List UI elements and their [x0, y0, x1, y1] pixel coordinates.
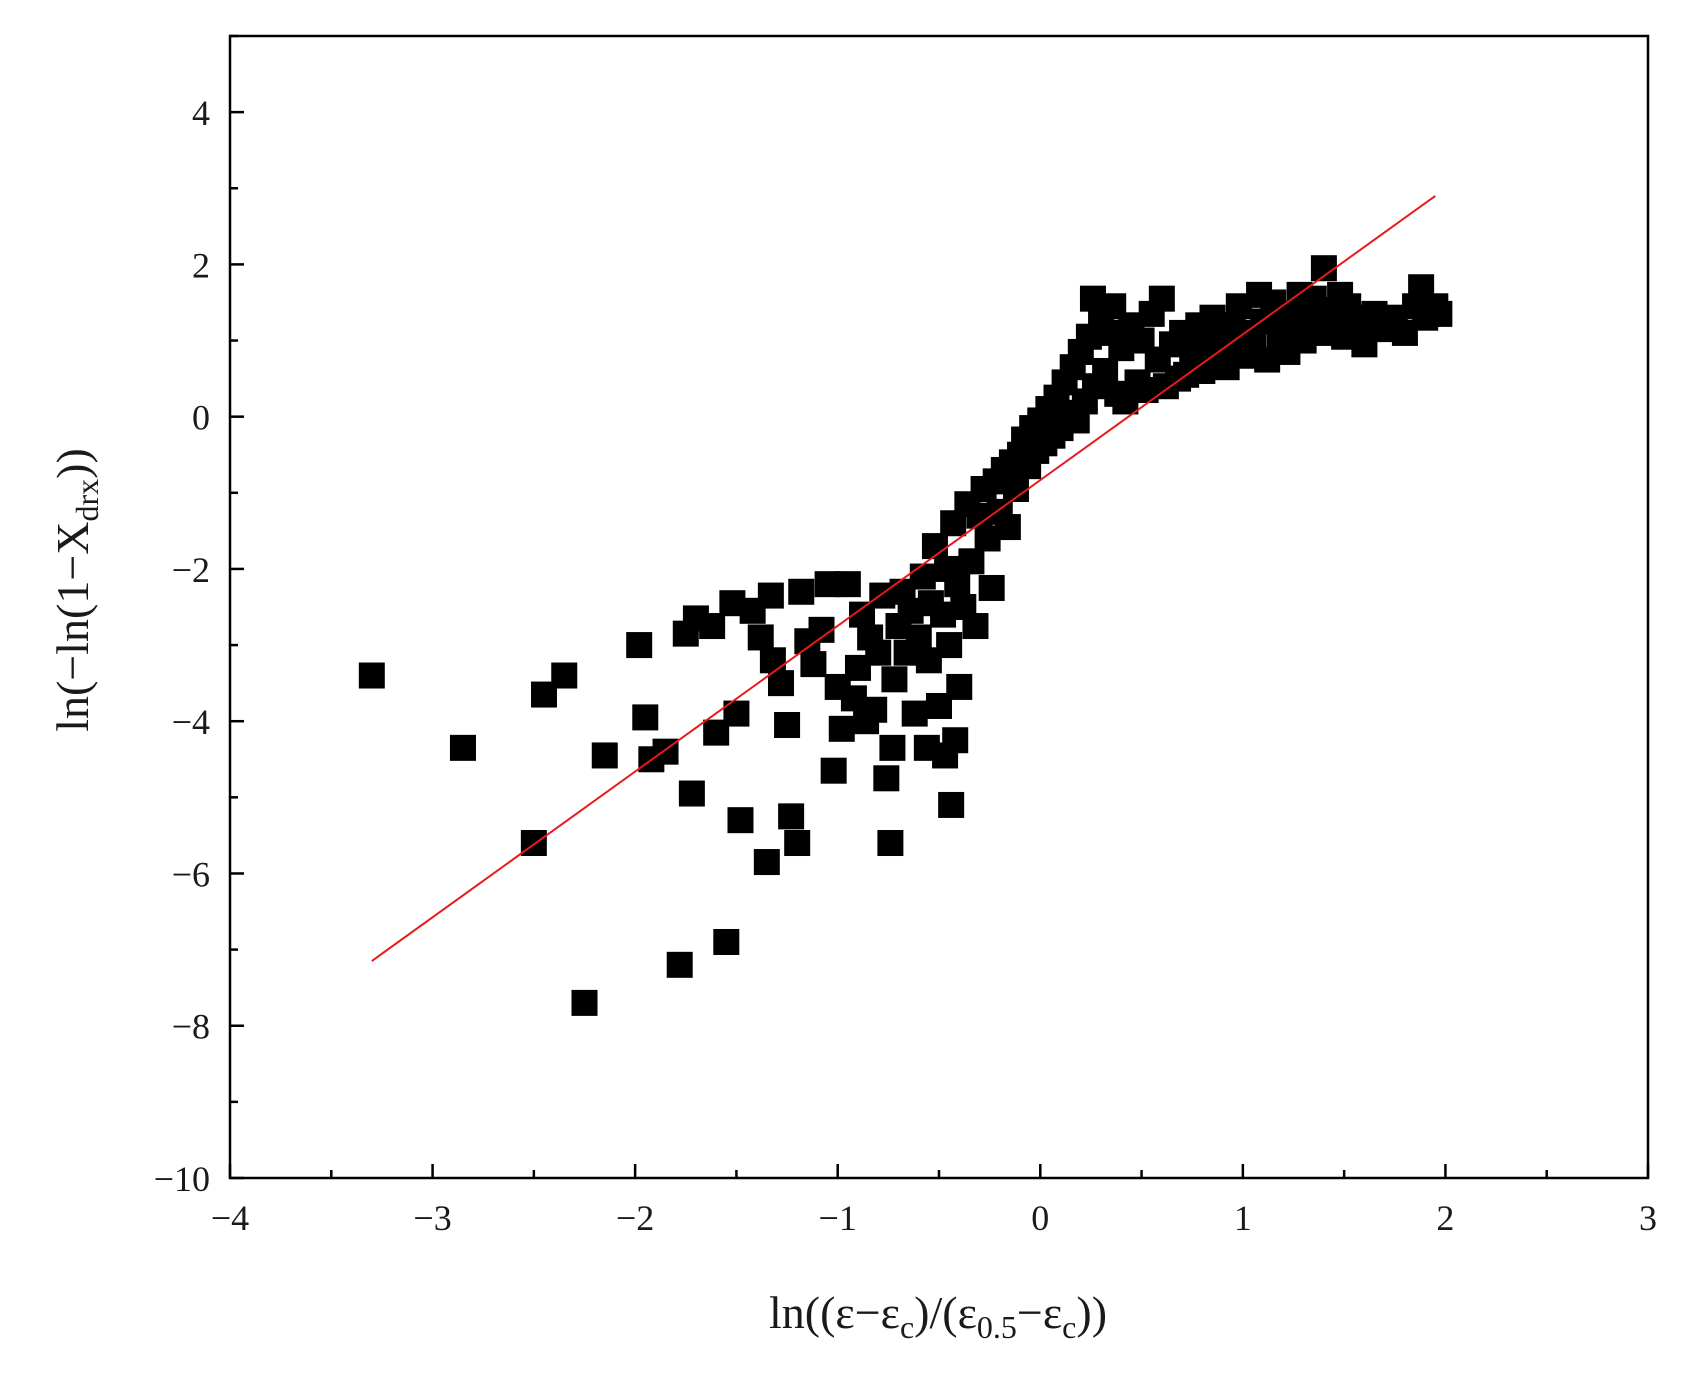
data-point: [909, 563, 936, 590]
data-point: [571, 989, 598, 1016]
data-point: [1092, 357, 1119, 384]
y-tick-label: −2: [172, 550, 210, 590]
data-point: [774, 712, 801, 739]
x-axis-title: ln((ε−εc)/(ε0.5−εc)): [769, 1287, 1107, 1345]
y-tick-label: −10: [154, 1159, 210, 1199]
data-point: [834, 571, 861, 598]
data-point: [778, 803, 805, 830]
y-axis-ticks: −10 −8 −6 −4 −2 0 2 4: [154, 34, 244, 1199]
y-axis-title: ln(−ln(1−Xdrx)): [47, 448, 105, 732]
x-tick-label: −3: [413, 1198, 451, 1238]
data-point: [978, 574, 1005, 601]
data-point: [591, 742, 618, 769]
points-layer: [358, 255, 1453, 1016]
data-point: [759, 647, 786, 674]
data-point: [788, 578, 815, 605]
y-tick-label: 4: [192, 93, 210, 133]
data-point: [865, 639, 892, 666]
data-point: [678, 780, 705, 807]
data-point: [358, 662, 385, 689]
x-tick-label: 0: [1031, 1198, 1049, 1238]
y-tick-label: −8: [172, 1007, 210, 1047]
data-point: [958, 548, 985, 575]
y-tick-label: 2: [192, 245, 210, 285]
data-point: [905, 624, 932, 651]
data-point: [942, 727, 969, 754]
data-point: [727, 807, 754, 834]
data-point: [632, 704, 659, 731]
fit-line-layer: [371, 195, 1436, 962]
y-tick-label: 0: [192, 398, 210, 438]
data-point: [666, 951, 693, 978]
data-point: [877, 830, 904, 857]
x-tick-label: −1: [819, 1198, 857, 1238]
data-point: [753, 849, 780, 876]
data-point: [800, 651, 827, 678]
data-point: [962, 613, 989, 640]
data-point: [1426, 300, 1453, 327]
x-axis-ticks: −4 −3 −2 −1 0 1 2 3: [211, 1164, 1657, 1238]
data-point: [784, 830, 811, 857]
data-point: [994, 514, 1021, 541]
x-tick-label: −4: [211, 1198, 249, 1238]
y-tick-label: −6: [172, 854, 210, 894]
x-tick-label: −2: [616, 1198, 654, 1238]
data-point: [946, 673, 973, 700]
data-point: [873, 765, 900, 792]
data-point: [626, 632, 653, 659]
data-point: [861, 696, 888, 723]
data-point: [699, 613, 726, 640]
data-point: [820, 757, 847, 784]
data-point: [879, 734, 906, 761]
data-point: [1310, 255, 1337, 282]
data-point: [449, 734, 476, 761]
data-point: [757, 582, 784, 609]
x-tick-label: 2: [1436, 1198, 1454, 1238]
y-tick-label: −4: [172, 702, 210, 742]
data-point: [944, 571, 971, 598]
data-point: [713, 928, 740, 955]
data-point: [551, 662, 578, 689]
fit-line: [371, 195, 1436, 962]
x-tick-label: 3: [1639, 1198, 1657, 1238]
data-point: [881, 666, 908, 693]
data-point: [936, 632, 963, 659]
data-point: [1148, 285, 1175, 312]
x-tick-label: 1: [1234, 1198, 1252, 1238]
data-point: [747, 624, 774, 651]
data-point: [938, 791, 965, 818]
data-point: [767, 670, 794, 697]
data-point: [901, 700, 928, 727]
data-point: [828, 715, 855, 742]
